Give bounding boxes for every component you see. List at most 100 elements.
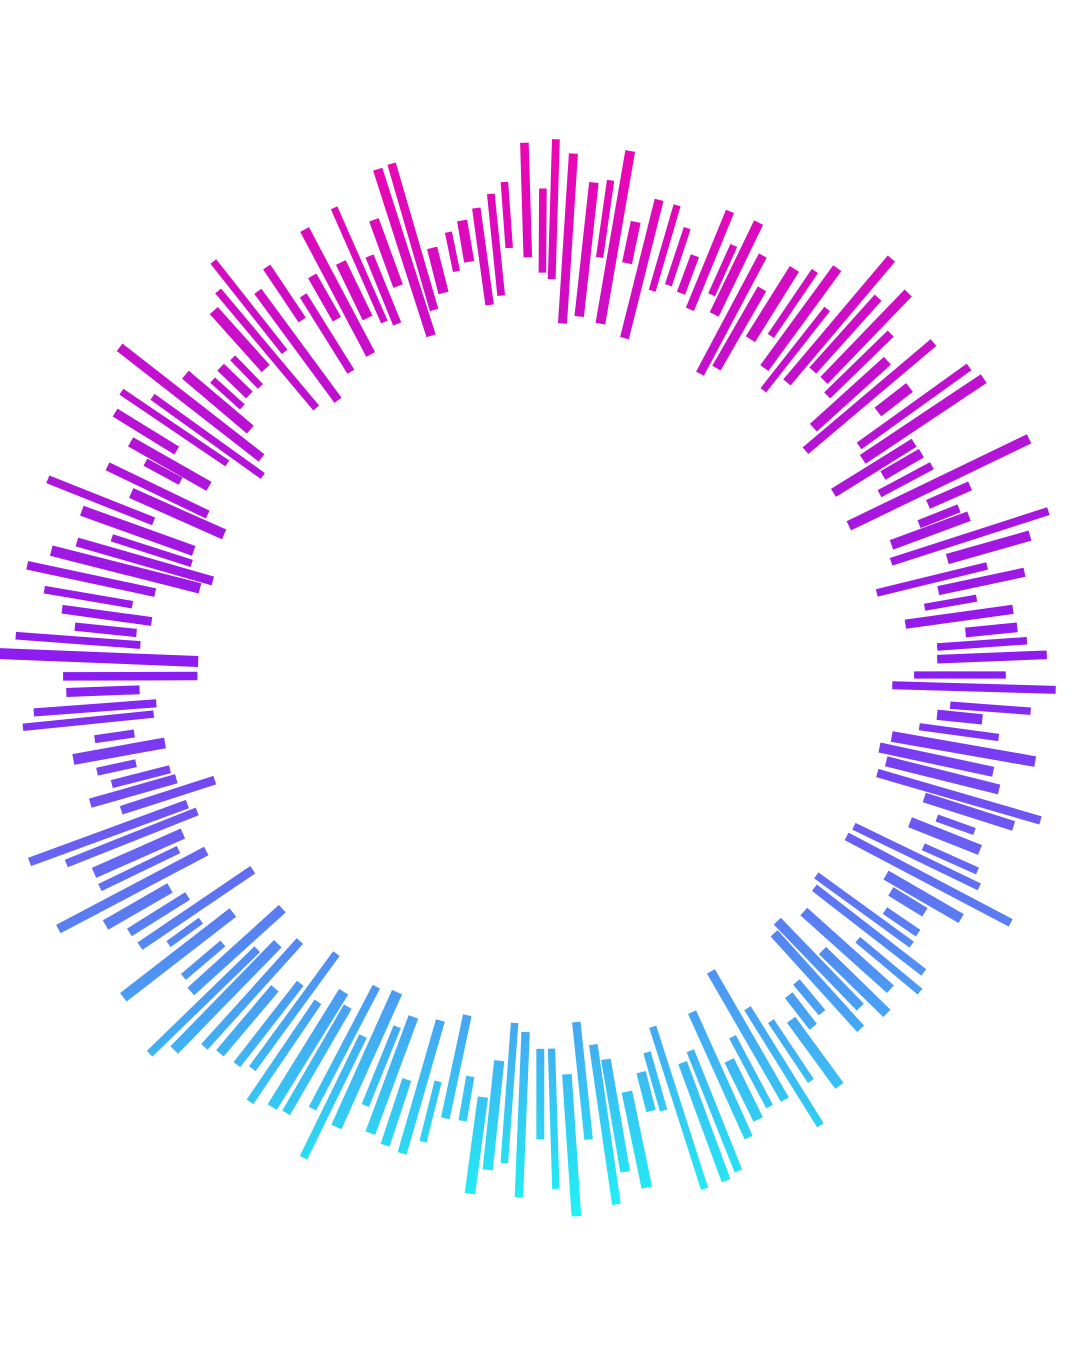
soundwave-bar — [105, 462, 210, 519]
soundwave-bar — [880, 448, 924, 480]
soundwave-bar — [712, 286, 767, 371]
soundwave-bar — [936, 636, 1028, 651]
soundwave-bar — [859, 374, 987, 464]
soundwave-bar — [708, 243, 738, 297]
soundwave-bar — [263, 264, 306, 323]
soundwave-bar — [209, 307, 270, 373]
soundwave-bar — [538, 188, 547, 273]
soundwave-bar — [380, 1078, 412, 1147]
soundwave-bar — [945, 530, 1032, 565]
soundwave-bar — [299, 1034, 367, 1160]
soundwave-bar — [908, 817, 982, 855]
soundwave-bar — [56, 846, 209, 934]
soundwave-bar — [201, 938, 304, 1050]
soundwave-bar — [709, 220, 764, 317]
soundwave-bar — [760, 306, 830, 393]
soundwave-bar — [129, 488, 227, 540]
soundwave-bar — [820, 289, 912, 384]
soundwave-bar — [331, 989, 403, 1130]
soundwave-bar — [824, 330, 894, 399]
soundwave-bar — [636, 1071, 656, 1113]
soundwave-bar — [767, 268, 818, 338]
soundwave-bar — [230, 355, 264, 389]
soundwave-bar — [809, 294, 882, 374]
soundwave-bar — [643, 1051, 668, 1112]
soundwave-bar — [936, 709, 983, 725]
soundwave-bar — [558, 153, 578, 324]
soundwave-bar — [876, 768, 1042, 825]
soundwave-bar — [831, 438, 917, 497]
soundwave-bar — [182, 370, 254, 434]
soundwave-bar — [427, 246, 449, 295]
soundwave-bar — [441, 1014, 472, 1120]
soundwave-bar — [75, 537, 215, 586]
soundwave-bar — [74, 622, 137, 638]
soundwave-bar — [444, 231, 460, 273]
soundwave-bar — [686, 1049, 743, 1173]
soundwave-bar — [745, 266, 800, 343]
soundwave-bar — [620, 198, 664, 340]
soundwave-bar — [783, 255, 896, 386]
soundwave-bar — [882, 907, 921, 937]
soundwave-bar — [373, 167, 436, 338]
soundwave-bar — [547, 139, 560, 280]
soundwave-bar — [926, 481, 973, 509]
soundwave-bar — [744, 1006, 824, 1128]
soundwave-bar — [91, 828, 186, 878]
soundwave-bar — [729, 1034, 773, 1109]
soundwave-bar — [878, 742, 995, 777]
soundwave-bar — [26, 560, 157, 597]
soundwave-bar — [482, 1060, 505, 1171]
soundwave-bar — [937, 650, 1047, 664]
soundwave-bar — [572, 1021, 593, 1140]
soundwave-bar — [210, 259, 288, 355]
soundwave-bar — [308, 984, 381, 1111]
soundwave-bar — [180, 940, 226, 980]
soundwave-bar — [922, 792, 1016, 831]
soundwave-bar — [706, 969, 789, 1102]
soundwave-bar — [883, 870, 964, 924]
soundwave-bar — [889, 511, 971, 550]
soundwave-bar — [246, 999, 322, 1105]
soundwave-bar — [800, 907, 894, 993]
soundwave-bar — [15, 631, 141, 649]
soundwave-bar — [648, 204, 681, 292]
soundwave-bar — [965, 622, 1018, 638]
soundwave-bar — [365, 1015, 419, 1135]
soundwave-bar — [43, 585, 134, 609]
soundwave-bar — [889, 507, 1050, 566]
soundwave-bar — [793, 979, 826, 1016]
soundwave-bar — [547, 1048, 560, 1189]
soundwave-bar — [844, 832, 1013, 927]
soundwave-bar — [767, 1019, 814, 1083]
soundwave-bars — [0, 139, 1056, 1217]
soundwave-bar — [784, 992, 817, 1030]
soundwave-bar — [299, 293, 355, 374]
soundwave-bar — [110, 534, 193, 567]
soundwave-bar — [818, 946, 891, 1018]
soundwave-bar — [875, 562, 989, 597]
soundwave-bar — [923, 594, 978, 611]
soundwave-bar — [520, 142, 533, 258]
soundwave-bar — [877, 462, 934, 498]
soundwave-bar — [187, 904, 286, 996]
soundwave-bar — [856, 363, 972, 450]
soundwave-bar — [685, 209, 735, 311]
soundwave-bar — [102, 883, 173, 930]
soundwave-bar — [308, 273, 342, 322]
soundwave-bar — [112, 408, 180, 455]
soundwave-bar — [676, 254, 699, 295]
soundwave-bar — [267, 988, 349, 1110]
soundwave-bar — [664, 226, 691, 287]
soundwave-bar — [300, 227, 376, 357]
soundwave-bar — [472, 207, 494, 306]
soundwave-bar — [72, 737, 166, 765]
soundwave-bar — [874, 383, 913, 417]
soundwave-bar — [94, 729, 135, 744]
soundwave-bar — [127, 892, 190, 937]
soundwave-bar — [773, 917, 864, 1011]
soundwave-bar — [96, 759, 137, 776]
soundwave-bar — [216, 985, 279, 1057]
soundwave-bar — [282, 1004, 352, 1116]
